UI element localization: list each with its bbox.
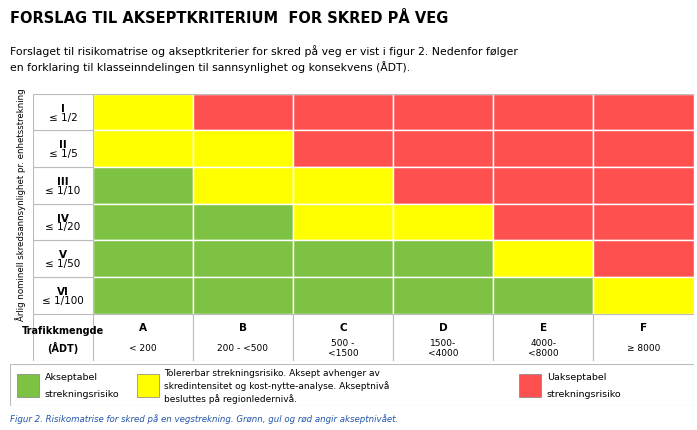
Text: D: D — [439, 322, 447, 332]
Text: III: III — [57, 177, 69, 187]
Bar — [193, 277, 293, 314]
Bar — [93, 95, 193, 131]
Text: ≤ 1/50: ≤ 1/50 — [45, 258, 81, 268]
Bar — [93, 204, 193, 241]
Text: ≤ 1/5: ≤ 1/5 — [49, 149, 77, 159]
Text: IV: IV — [57, 213, 69, 223]
Bar — [493, 168, 593, 204]
Bar — [393, 95, 493, 131]
Text: ≥ 8000: ≥ 8000 — [627, 344, 660, 353]
Bar — [293, 95, 393, 131]
Text: A: A — [139, 322, 147, 332]
Bar — [93, 241, 193, 277]
Text: ≤ 1/2: ≤ 1/2 — [49, 112, 77, 122]
Text: II: II — [59, 140, 67, 150]
Bar — [293, 204, 393, 241]
Bar — [393, 277, 493, 314]
Bar — [137, 374, 159, 397]
Bar — [493, 277, 593, 314]
Text: B: B — [239, 322, 247, 332]
Bar — [193, 314, 293, 361]
Bar — [493, 204, 593, 241]
Text: ≤ 1/100: ≤ 1/100 — [43, 295, 84, 305]
Bar — [493, 95, 593, 131]
Bar — [17, 374, 39, 397]
Bar — [93, 277, 193, 314]
Text: < 200: < 200 — [129, 344, 157, 353]
Text: 1500-
<4000: 1500- <4000 — [428, 338, 459, 358]
Bar — [193, 241, 293, 277]
Text: Forslaget til risikomatrise og akseptkriterier for skred på veg er vist i figur : Forslaget til risikomatrise og akseptkri… — [10, 45, 519, 73]
Text: strekningsrisiko: strekningsrisiko — [546, 389, 621, 398]
Bar — [193, 168, 293, 204]
Text: I: I — [61, 104, 65, 114]
Bar — [593, 241, 694, 277]
Text: Figur 2. Risikomatrise for skred på en vegstrekning. Grønn, gul og rød angir aks: Figur 2. Risikomatrise for skred på en v… — [10, 414, 399, 424]
Text: ≤ 1/10: ≤ 1/10 — [45, 185, 81, 195]
Text: (ÅDT): (ÅDT) — [47, 341, 79, 353]
Text: 200 - <500: 200 - <500 — [217, 344, 268, 353]
Bar — [519, 374, 541, 397]
Bar — [33, 131, 93, 168]
Bar — [33, 168, 93, 204]
Bar — [493, 314, 593, 361]
Text: VI: VI — [57, 286, 69, 296]
Bar — [293, 277, 393, 314]
Bar — [33, 277, 93, 314]
Text: V: V — [59, 250, 67, 260]
Bar — [393, 168, 493, 204]
Bar — [493, 131, 593, 168]
Bar — [33, 204, 93, 241]
Bar — [593, 131, 694, 168]
Bar — [293, 131, 393, 168]
Text: C: C — [339, 322, 347, 332]
Text: ≤ 1/20: ≤ 1/20 — [45, 222, 81, 232]
Bar — [293, 168, 393, 204]
Text: Årlig nominell skredsannsynlighet pr. enhetsstrekning: Årlig nominell skredsannsynlighet pr. en… — [15, 88, 26, 320]
Bar — [193, 131, 293, 168]
Text: FORSLAG TIL AKSEPTKRITERIUM  FOR SKRED PÅ VEG: FORSLAG TIL AKSEPTKRITERIUM FOR SKRED PÅ… — [10, 11, 449, 26]
Bar — [593, 277, 694, 314]
Text: Trafikkmengde: Trafikkmengde — [22, 326, 105, 335]
Bar — [293, 241, 393, 277]
Text: 4000-
<8000: 4000- <8000 — [528, 338, 558, 358]
Bar — [593, 204, 694, 241]
Bar — [393, 131, 493, 168]
Text: F: F — [640, 322, 647, 332]
Bar — [393, 204, 493, 241]
Bar — [93, 168, 193, 204]
Bar — [393, 314, 493, 361]
Bar — [593, 314, 694, 361]
Bar — [193, 204, 293, 241]
Bar — [93, 314, 193, 361]
Text: E: E — [539, 322, 547, 332]
Bar — [293, 314, 393, 361]
Bar — [393, 241, 493, 277]
Text: strekningsrisiko: strekningsrisiko — [45, 389, 119, 398]
Text: Tolererbar strekningsrisiko. Aksept avhenger av
skredintensitet og kost-nytte-an: Tolererbar strekningsrisiko. Aksept avhe… — [164, 368, 390, 403]
Bar — [33, 95, 93, 131]
Text: 500 -
<1500: 500 - <1500 — [328, 338, 358, 358]
Bar — [33, 241, 93, 277]
Bar — [493, 241, 593, 277]
Bar — [593, 168, 694, 204]
Text: Uakseptabel: Uakseptabel — [546, 372, 606, 381]
Bar — [93, 131, 193, 168]
Bar — [593, 95, 694, 131]
Bar — [193, 95, 293, 131]
Text: Akseptabel: Akseptabel — [45, 372, 98, 381]
